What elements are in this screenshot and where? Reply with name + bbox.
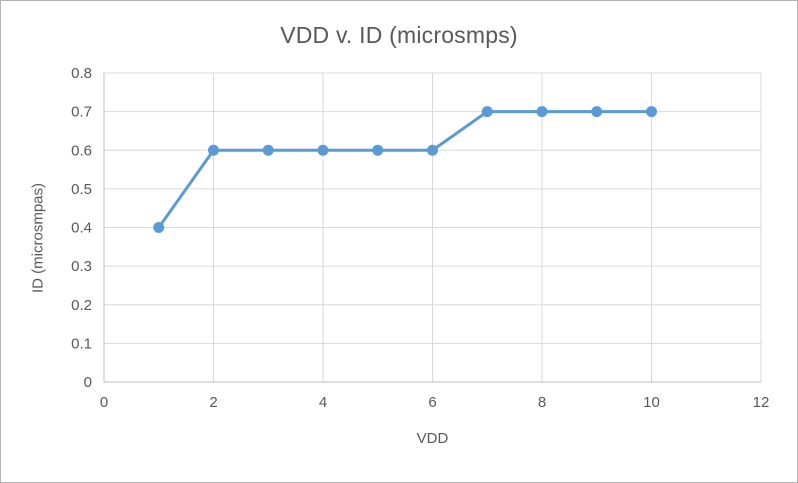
data-point-marker <box>536 106 548 118</box>
y-tick-label: 0.4 <box>71 220 92 237</box>
x-tick-label: 4 <box>319 394 327 411</box>
x-tick-label: 0 <box>100 394 108 411</box>
y-tick-label: 0.8 <box>71 65 92 82</box>
data-point-marker <box>262 144 274 156</box>
series-line <box>157 110 653 229</box>
data-point-marker <box>208 144 219 156</box>
y-tick-label: 0.3 <box>71 258 92 275</box>
x-tick-label: 8 <box>538 394 546 411</box>
data-point-marker <box>427 144 438 156</box>
x-tick-label: 12 <box>753 394 770 411</box>
data-point-marker <box>372 144 384 156</box>
y-tick-label: 0.2 <box>71 297 92 314</box>
y-tick-label: 0 <box>84 374 92 391</box>
x-tick-label: 6 <box>428 394 436 411</box>
y-tick-label: 0.5 <box>71 181 92 198</box>
y-tick-label: 0.1 <box>71 335 92 352</box>
y-tick-label: 0.6 <box>71 142 92 159</box>
x-tick-label: 10 <box>643 394 660 411</box>
y-tick-label: 0.7 <box>71 104 92 121</box>
x-axis-title: VDD <box>416 430 449 447</box>
chart-title: VDD v. ID (microsmps) <box>280 22 518 48</box>
data-point-marker <box>153 222 165 233</box>
data-point-marker <box>591 106 603 118</box>
data-point-marker <box>646 106 657 118</box>
data-point-marker <box>481 106 493 118</box>
x-tick-label: 2 <box>209 394 217 411</box>
data-point-marker <box>317 144 329 156</box>
